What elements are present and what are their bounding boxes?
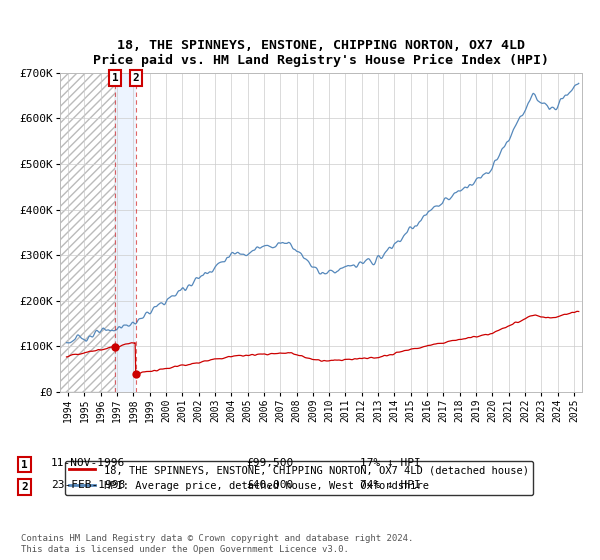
Text: 1: 1 — [21, 460, 28, 470]
Text: £99,500: £99,500 — [246, 458, 293, 468]
Title: 18, THE SPINNEYS, ENSTONE, CHIPPING NORTON, OX7 4LD
Price paid vs. HM Land Regis: 18, THE SPINNEYS, ENSTONE, CHIPPING NORT… — [93, 39, 549, 67]
Text: Contains HM Land Registry data © Crown copyright and database right 2024.
This d: Contains HM Land Registry data © Crown c… — [21, 534, 413, 554]
Text: £40,000: £40,000 — [246, 480, 293, 491]
Text: 17% ↓ HPI: 17% ↓ HPI — [360, 458, 421, 468]
Bar — [115, 73, 136, 392]
Text: 23-FEB-1998: 23-FEB-1998 — [51, 480, 125, 491]
Text: 2: 2 — [21, 482, 28, 492]
Text: 11-NOV-1996: 11-NOV-1996 — [51, 458, 125, 468]
Text: 2: 2 — [133, 73, 139, 83]
Text: 74% ↓ HPI: 74% ↓ HPI — [360, 480, 421, 491]
Legend: 18, THE SPINNEYS, ENSTONE, CHIPPING NORTON, OX7 4LD (detached house), HPI: Avera: 18, THE SPINNEYS, ENSTONE, CHIPPING NORT… — [65, 461, 533, 495]
Text: 1: 1 — [112, 73, 118, 83]
